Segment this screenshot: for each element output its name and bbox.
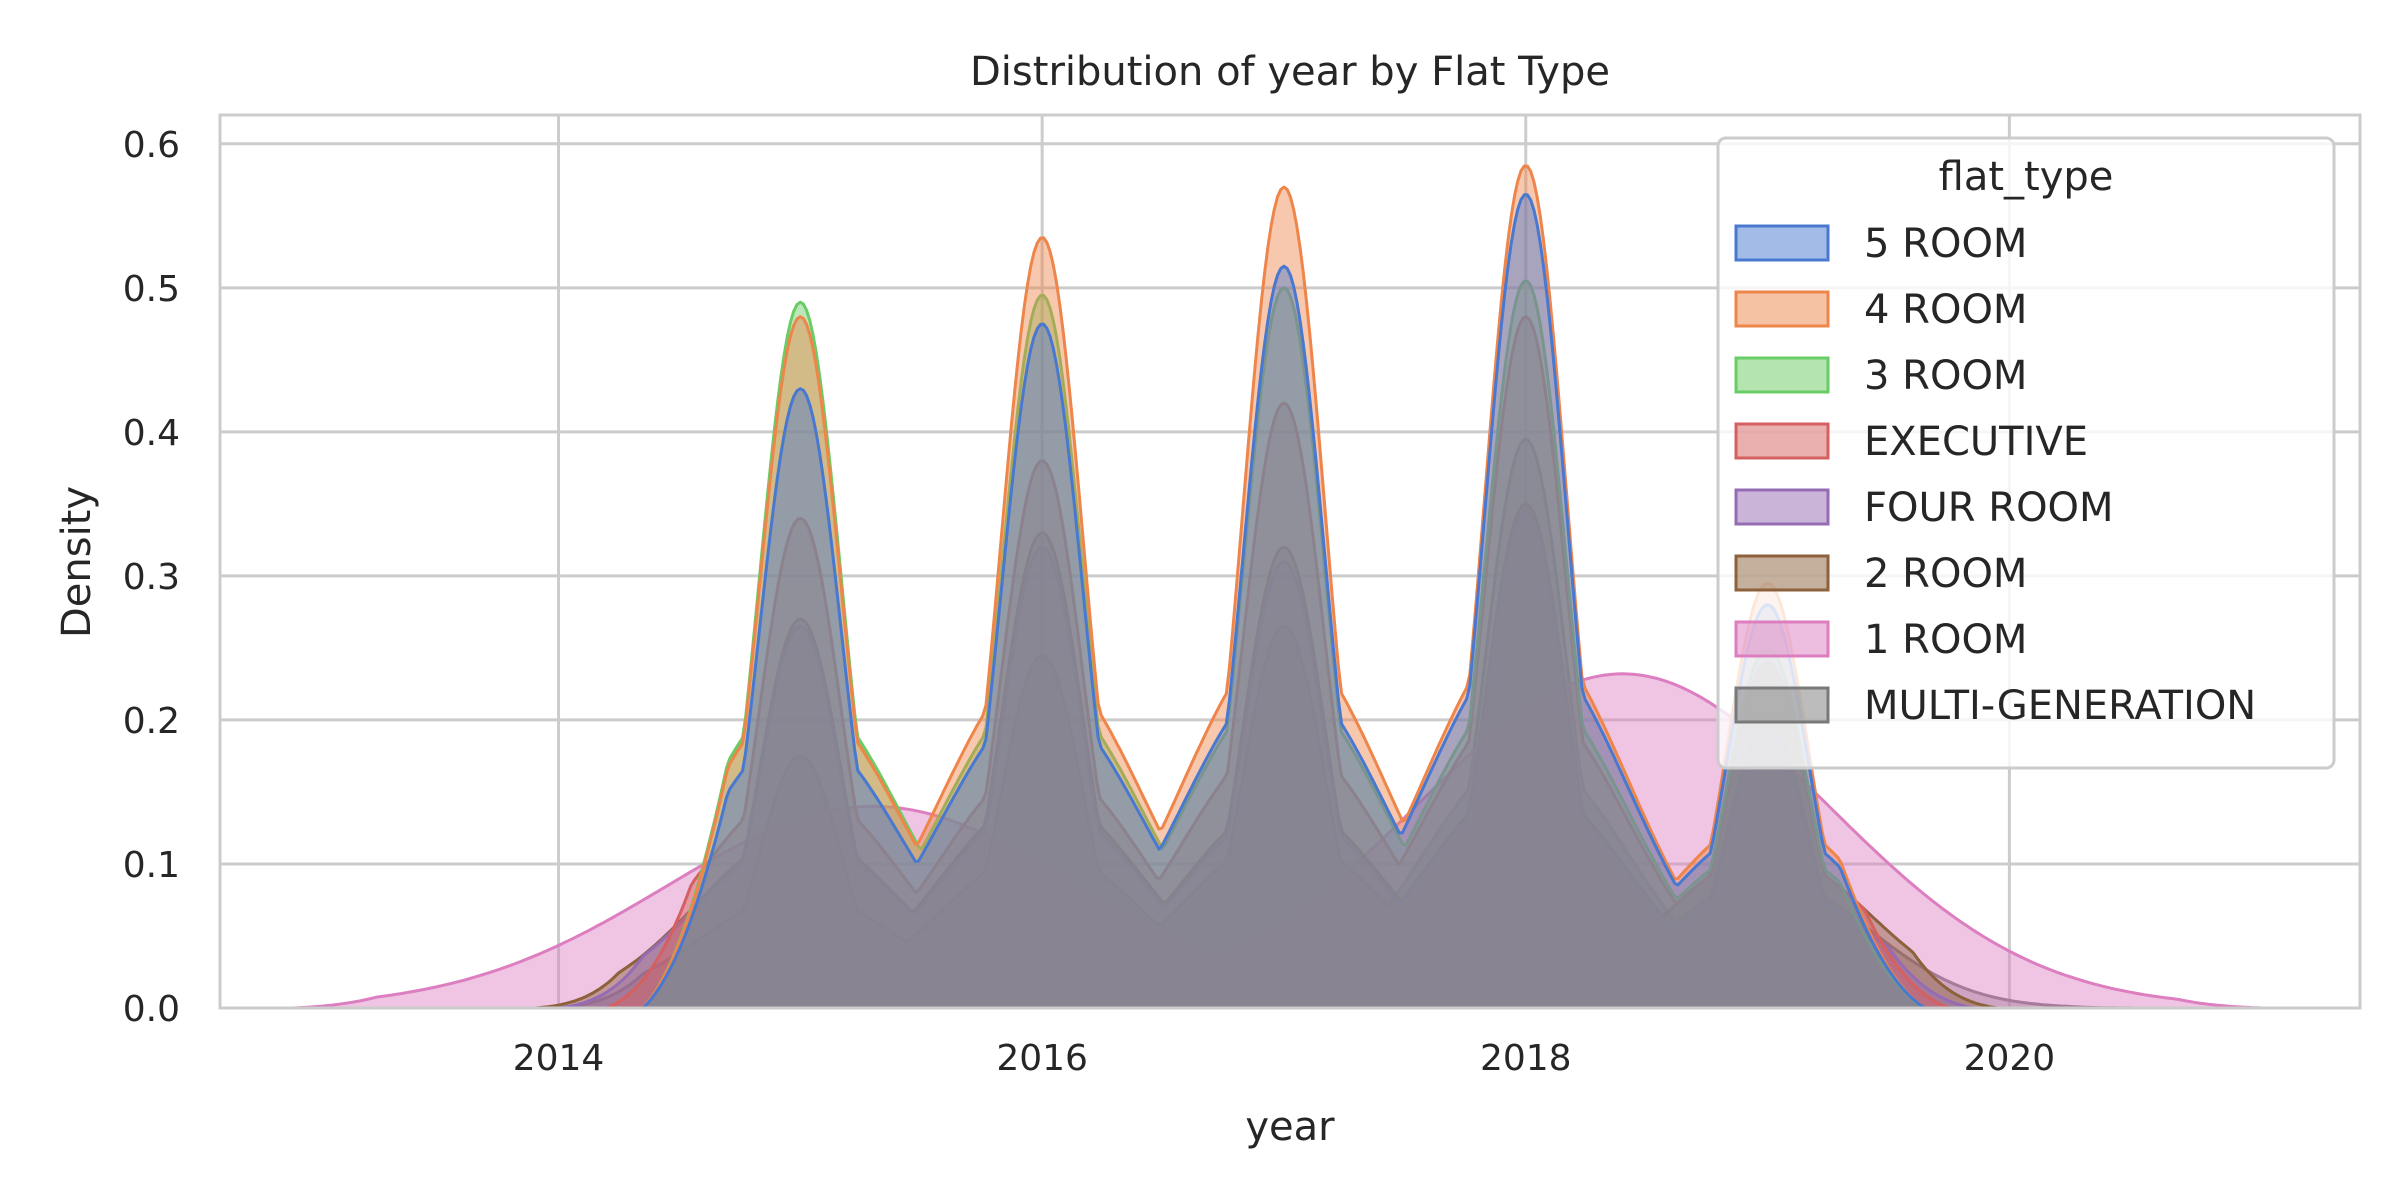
legend-swatch <box>1734 620 1830 658</box>
x-tick-label: 2014 <box>513 1038 605 1079</box>
legend-label: 2 ROOM <box>1864 551 2027 597</box>
tick-labels: 2014 2016 2018 2020 0.0 0.1 0.2 0.3 0.4 0.5 0.6 <box>123 125 2055 1079</box>
density-area-series-1 <box>641 164 1927 1010</box>
x-tick-label: 2020 <box>1964 1038 2056 1079</box>
legend-swatch <box>1734 686 1830 724</box>
density-area-series-3 <box>605 315 1951 1010</box>
x-tick-label: 2018 <box>1480 1038 1572 1079</box>
legend-swatch <box>1734 488 1830 526</box>
density-areas <box>291 164 2265 1010</box>
legend-label: 5 ROOM <box>1864 221 2027 267</box>
x-tick-label: 2016 <box>996 1038 1088 1079</box>
y-tick-label: 0.1 <box>123 845 180 886</box>
density-area-series-4 <box>557 510 1975 1010</box>
y-tick-label: 0.2 <box>123 701 180 742</box>
y-axis-label: Density <box>54 486 100 638</box>
legend-label: 1 ROOM <box>1864 617 2027 663</box>
plot-frame <box>218 113 2362 1010</box>
density-area-series-0 <box>641 193 1927 1010</box>
y-tick-label: 0.5 <box>123 269 180 310</box>
y-tick-label: 0.4 <box>123 413 180 454</box>
density-area-series-7 <box>557 438 2156 1010</box>
legend-label: MULTI-GENERATION <box>1864 683 2256 729</box>
legend-label: 4 ROOM <box>1864 287 2027 333</box>
legend-swatch <box>1734 554 1830 592</box>
chart-title: Distribution of year by Flat Type <box>970 49 1610 95</box>
legend-box <box>1716 136 2336 770</box>
legend-swatch <box>1734 356 1830 394</box>
y-tick-label: 0.6 <box>123 125 180 166</box>
y-tick-label: 0.3 <box>123 557 180 598</box>
legend-label: 3 ROOM <box>1864 353 2027 399</box>
legend-swatch <box>1734 422 1830 460</box>
legend-label: EXECUTIVE <box>1864 419 2088 465</box>
legend-label: FOUR ROOM <box>1864 485 2114 531</box>
x-axis-label: year <box>1245 1104 1335 1150</box>
legend-swatch <box>1734 224 1830 262</box>
y-tick-label: 0.0 <box>123 989 180 1030</box>
legend: flat_type 5 ROOM 4 ROOM 3 ROOM EXECUTIVE FOUR… <box>1716 136 2336 770</box>
legend-swatch <box>1734 290 1830 328</box>
legend-title: flat_type <box>1939 154 2114 200</box>
